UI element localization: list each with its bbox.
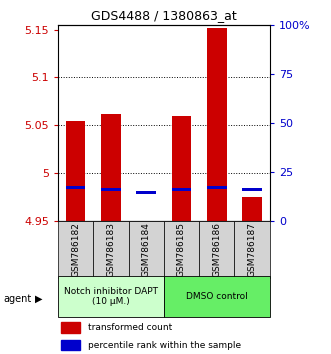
Bar: [136, 221, 156, 234]
Bar: [234, 221, 270, 278]
Bar: [101, 188, 120, 191]
Bar: [61, 322, 80, 333]
Text: agent: agent: [3, 294, 31, 304]
Text: GSM786185: GSM786185: [177, 222, 186, 277]
Text: GSM786183: GSM786183: [106, 222, 116, 277]
Bar: [93, 221, 128, 278]
Title: GDS4488 / 1380863_at: GDS4488 / 1380863_at: [91, 9, 237, 22]
Bar: [242, 197, 262, 221]
Bar: [101, 114, 120, 221]
Bar: [58, 276, 164, 317]
Bar: [66, 186, 85, 189]
Bar: [66, 121, 85, 221]
Bar: [164, 221, 199, 278]
Bar: [58, 221, 93, 278]
Bar: [61, 340, 80, 350]
Bar: [199, 221, 234, 278]
Bar: [207, 28, 226, 221]
Bar: [164, 276, 270, 317]
Bar: [128, 221, 164, 278]
Text: GSM786182: GSM786182: [71, 222, 80, 277]
Text: GSM786186: GSM786186: [212, 222, 221, 277]
Bar: [207, 186, 226, 189]
Text: GSM786184: GSM786184: [142, 222, 151, 277]
Bar: [136, 191, 156, 194]
Bar: [242, 188, 262, 191]
Text: Notch inhibitor DAPT
(10 μM.): Notch inhibitor DAPT (10 μM.): [64, 287, 158, 306]
Text: percentile rank within the sample: percentile rank within the sample: [88, 341, 241, 350]
Text: DMSO control: DMSO control: [186, 292, 248, 301]
Bar: [172, 188, 191, 191]
Bar: [172, 116, 191, 221]
Text: GSM786187: GSM786187: [248, 222, 257, 277]
Text: transformed count: transformed count: [88, 323, 172, 332]
Text: ▶: ▶: [35, 294, 42, 304]
